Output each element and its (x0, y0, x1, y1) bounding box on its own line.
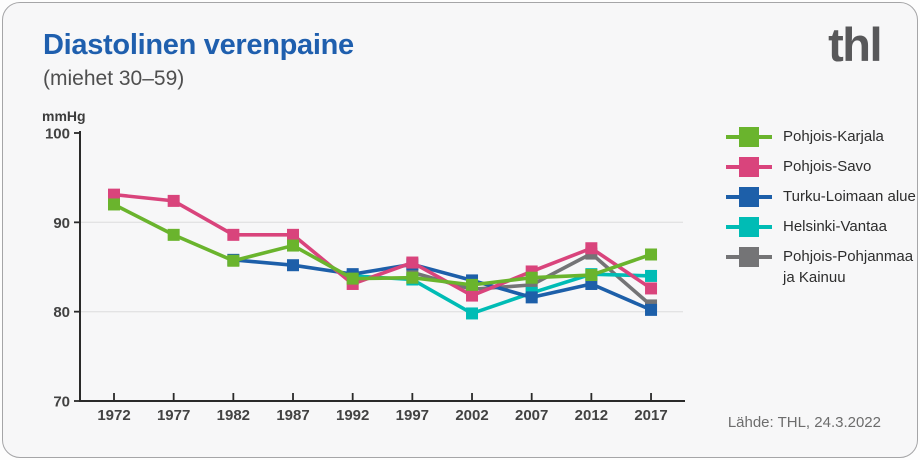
series-marker-pohjois-karjala (645, 248, 658, 261)
series-marker-pohjois-karjala (525, 271, 538, 284)
y-tick-label: 80 (53, 304, 70, 321)
legend-label: Pohjois-Savo (783, 158, 872, 175)
series-marker-pohjois-savo (227, 228, 240, 241)
series-marker-pohjois-savo (645, 282, 658, 295)
legend-swatch-icon (726, 247, 772, 267)
x-tick-label: 2002 (455, 407, 488, 424)
legend-label: Pohjois-Karjala (783, 128, 884, 145)
legend-label: Helsinki-Vantaa (783, 218, 887, 235)
series-marker-pohjois-karjala (346, 272, 359, 285)
x-tick-label: 1992 (336, 407, 369, 424)
x-tick-label: 1977 (157, 407, 190, 424)
series-marker-pohjois-karjala (108, 198, 120, 211)
series-marker-turku-loimaan-alue (645, 303, 658, 316)
series-marker-turku-loimaan-alue (525, 291, 538, 304)
series-marker-pohjois-savo (167, 194, 180, 207)
thl-logo: thl (828, 18, 882, 71)
series-marker-helsinki-vantaa (645, 269, 658, 282)
x-tick-label: 1987 (276, 407, 309, 424)
legend-label: Turku-Loimaan alue (783, 188, 916, 205)
x-tick-label: 1982 (217, 407, 250, 424)
page-subtitle: (miehet 30–59) (43, 67, 185, 90)
legend-item-pohjois-savo: Pohjois-Savo (726, 157, 916, 177)
series-marker-pohjois-karjala (406, 271, 419, 284)
y-axis-unit-label: mmHg (42, 108, 86, 124)
page-title: Diastolinen verenpaine (43, 29, 354, 61)
series-marker-pohjois-karjala (287, 239, 300, 252)
series-marker-pohjois-savo (406, 256, 419, 269)
chart-legend: Pohjois-Karjala Pohjois-Savo Turku-Loimaan… (726, 127, 916, 298)
series-marker-pohjois-karjala (466, 278, 479, 291)
series-marker-helsinki-vantaa (466, 307, 479, 320)
x-tick-label: 1997 (396, 407, 429, 424)
series-marker-turku-loimaan-alue (287, 259, 300, 272)
legend-swatch-icon (726, 127, 772, 147)
legend-swatch-icon (726, 217, 772, 237)
legend-item-pohjois-karjala: Pohjois-Karjala (726, 127, 916, 147)
series-line-pohjois-karjala (112, 202, 653, 287)
legend-item-helsinki-vantaa: Helsinki-Vantaa (726, 217, 916, 237)
legend-item-turku-loimaan-alue: Turku-Loimaan alue (726, 187, 916, 207)
series-line-pohjois-savo (112, 192, 653, 298)
series-marker-pohjois-savo (108, 188, 120, 201)
series-marker-pohjois-karjala (167, 228, 180, 241)
x-tick-label: 2017 (634, 407, 667, 424)
x-tick-label: 1972 (97, 407, 130, 424)
x-tick-label: 2012 (575, 407, 608, 424)
legend-item-pohjois-pohjanmaa-ja-kainuu: Pohjois-Pohjanmaa ja Kainuu (726, 247, 916, 288)
series-marker-pohjois-karjala (585, 269, 598, 282)
y-tick-label: 90 (53, 215, 70, 232)
series-marker-pohjois-savo (466, 289, 479, 302)
series-marker-pohjois-savo (287, 228, 300, 241)
series-line-turku-loimaan-alue (231, 258, 653, 312)
series-marker-pohjois-karjala (227, 254, 240, 267)
legend-label: Pohjois-Pohjanmaa ja Kainuu (783, 248, 914, 286)
legend-swatch-icon (726, 157, 772, 177)
blood-pressure-line-chart: 100 90 80 70 1972 1977 1982 1987 1992 1997 2002 200… (45, 126, 685, 424)
x-tick-label: 2007 (515, 407, 548, 424)
legend-swatch-icon (726, 187, 772, 207)
series-marker-pohjois-savo (585, 242, 598, 255)
y-tick-label: 100 (45, 126, 70, 143)
y-tick-label: 70 (53, 394, 70, 411)
source-note: Lähde: THL, 24.3.2022 (727, 414, 881, 431)
